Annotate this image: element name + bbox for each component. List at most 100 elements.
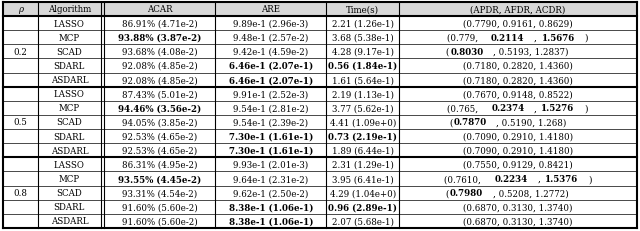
Text: ACAR: ACAR — [147, 6, 173, 14]
Text: (0.7090, 0.2910, 1.4180): (0.7090, 0.2910, 1.4180) — [463, 146, 573, 155]
Text: 4.29 (1.04e+0): 4.29 (1.04e+0) — [330, 188, 396, 197]
Text: 0.8030: 0.8030 — [450, 48, 483, 57]
Text: SDARL: SDARL — [54, 202, 85, 211]
Text: 2.31 (1.29e-1): 2.31 (1.29e-1) — [332, 160, 394, 169]
Text: ARE: ARE — [261, 6, 280, 14]
Text: 0.56 (1.84e-1): 0.56 (1.84e-1) — [328, 62, 397, 71]
Text: LASSO: LASSO — [54, 19, 85, 28]
Text: (0.7790, 0.9161, 0.8629): (0.7790, 0.9161, 0.8629) — [463, 19, 573, 28]
Text: (: ( — [446, 48, 449, 57]
Text: 0.7870: 0.7870 — [454, 118, 486, 127]
Text: 91.60% (5.60e-2): 91.60% (5.60e-2) — [122, 216, 198, 225]
Text: ASDARL: ASDARL — [51, 216, 88, 225]
Text: Time(s): Time(s) — [346, 6, 380, 14]
Text: 1.61 (5.64e-1): 1.61 (5.64e-1) — [332, 76, 394, 85]
Text: 7.30e-1 (1.61e-1): 7.30e-1 (1.61e-1) — [228, 132, 313, 141]
Text: 92.08% (4.85e-2): 92.08% (4.85e-2) — [122, 76, 198, 85]
Text: LASSO: LASSO — [54, 160, 85, 169]
Text: 92.53% (4.65e-2): 92.53% (4.65e-2) — [122, 146, 198, 155]
Text: 8.38e-1 (1.06e-1): 8.38e-1 (1.06e-1) — [228, 202, 313, 211]
Text: SDARL: SDARL — [54, 132, 85, 141]
Text: ): ) — [588, 174, 591, 183]
Text: 0.7980: 0.7980 — [450, 188, 483, 197]
Text: (0.7180, 0.2820, 1.4360): (0.7180, 0.2820, 1.4360) — [463, 76, 573, 85]
Text: 1.5376: 1.5376 — [545, 174, 579, 183]
Text: 2.19 (1.13e-1): 2.19 (1.13e-1) — [332, 90, 394, 99]
Text: 0.2374: 0.2374 — [491, 104, 524, 113]
Text: (: ( — [449, 118, 452, 127]
Text: , 0.5193, 1.2837): , 0.5193, 1.2837) — [493, 48, 568, 57]
Text: MCP: MCP — [59, 104, 80, 113]
Text: 0.2: 0.2 — [13, 48, 28, 57]
Text: 93.55% (4.45e-2): 93.55% (4.45e-2) — [118, 174, 202, 183]
Text: 6.46e-1 (2.07e-1): 6.46e-1 (2.07e-1) — [228, 76, 313, 85]
Text: 94.46% (3.56e-2): 94.46% (3.56e-2) — [118, 104, 202, 113]
Text: 1.89 (6.44e-1): 1.89 (6.44e-1) — [332, 146, 394, 155]
Text: 93.88% (3.87e-2): 93.88% (3.87e-2) — [118, 33, 202, 43]
Text: 0.5: 0.5 — [13, 118, 28, 127]
Text: 93.31% (4.54e-2): 93.31% (4.54e-2) — [122, 188, 198, 197]
Text: (APDR, AFDR, ACDR): (APDR, AFDR, ACDR) — [470, 6, 566, 14]
Text: 1.5276: 1.5276 — [541, 104, 575, 113]
Text: (0.6870, 0.3130, 1.3740): (0.6870, 0.3130, 1.3740) — [463, 202, 573, 211]
Text: (0.7550, 0.9129, 0.8421): (0.7550, 0.9129, 0.8421) — [463, 160, 573, 169]
Text: 9.64e-1 (2.31e-2): 9.64e-1 (2.31e-2) — [233, 174, 308, 183]
Text: 9.89e-1 (2.96e-3): 9.89e-1 (2.96e-3) — [233, 19, 308, 28]
Text: ,: , — [534, 33, 540, 43]
Text: (0.6870, 0.3130, 1.3740): (0.6870, 0.3130, 1.3740) — [463, 216, 573, 225]
Text: (0.7180, 0.2820, 1.4360): (0.7180, 0.2820, 1.4360) — [463, 62, 573, 71]
Text: ASDARL: ASDARL — [51, 146, 88, 155]
Text: (: ( — [445, 188, 449, 197]
Text: 3.77 (5.62e-1): 3.77 (5.62e-1) — [332, 104, 394, 113]
Text: 0.2234: 0.2234 — [495, 174, 528, 183]
Text: (0.765,: (0.765, — [447, 104, 481, 113]
Text: 86.31% (4.95e-2): 86.31% (4.95e-2) — [122, 160, 198, 169]
Text: LASSO: LASSO — [54, 90, 85, 99]
Text: 4.41 (1.09e+0): 4.41 (1.09e+0) — [330, 118, 396, 127]
Text: 9.93e-1 (2.01e-3): 9.93e-1 (2.01e-3) — [233, 160, 308, 169]
Text: 8.38e-1 (1.06e-1): 8.38e-1 (1.06e-1) — [228, 216, 313, 225]
Text: SCAD: SCAD — [56, 48, 83, 57]
Text: MCP: MCP — [59, 33, 80, 43]
Text: 2.07 (5.68e-1): 2.07 (5.68e-1) — [332, 216, 394, 225]
Text: SDARL: SDARL — [54, 62, 85, 71]
Text: 9.91e-1 (2.52e-3): 9.91e-1 (2.52e-3) — [233, 90, 308, 99]
Text: ASDARL: ASDARL — [51, 76, 88, 85]
Text: 9.48e-1 (2.57e-2): 9.48e-1 (2.57e-2) — [233, 33, 308, 43]
Text: 0.8: 0.8 — [13, 188, 28, 197]
Text: ,: , — [538, 174, 543, 183]
Bar — [3, 3, 637, 17]
Text: 92.08% (4.85e-2): 92.08% (4.85e-2) — [122, 62, 198, 71]
Text: 93.68% (4.08e-2): 93.68% (4.08e-2) — [122, 48, 198, 57]
Text: SCAD: SCAD — [56, 188, 83, 197]
Text: 6.46e-1 (2.07e-1): 6.46e-1 (2.07e-1) — [228, 62, 313, 71]
Text: 0.2114: 0.2114 — [491, 33, 525, 43]
Text: (0.779,: (0.779, — [447, 33, 481, 43]
Text: Algorithm: Algorithm — [48, 6, 91, 14]
Text: MCP: MCP — [59, 174, 80, 183]
Text: ,: , — [534, 104, 540, 113]
Text: ): ) — [584, 33, 588, 43]
Text: , 0.5208, 1.2772): , 0.5208, 1.2772) — [493, 188, 568, 197]
Text: 9.54e-1 (2.81e-2): 9.54e-1 (2.81e-2) — [233, 104, 308, 113]
Text: (0.7090, 0.2910, 1.4180): (0.7090, 0.2910, 1.4180) — [463, 132, 573, 141]
Text: 86.91% (4.71e-2): 86.91% (4.71e-2) — [122, 19, 198, 28]
Text: SCAD: SCAD — [56, 118, 83, 127]
Text: ρ: ρ — [18, 6, 23, 14]
Text: 87.43% (5.01e-2): 87.43% (5.01e-2) — [122, 90, 198, 99]
Text: 92.53% (4.65e-2): 92.53% (4.65e-2) — [122, 132, 198, 141]
Text: 9.42e-1 (4.59e-2): 9.42e-1 (4.59e-2) — [233, 48, 308, 57]
Text: , 0.5190, 1.268): , 0.5190, 1.268) — [497, 118, 567, 127]
Text: 9.62e-1 (2.50e-2): 9.62e-1 (2.50e-2) — [233, 188, 308, 197]
Text: 0.73 (2.19e-1): 0.73 (2.19e-1) — [328, 132, 397, 141]
Text: 7.30e-1 (1.61e-1): 7.30e-1 (1.61e-1) — [228, 146, 313, 155]
Text: 9.54e-1 (2.39e-2): 9.54e-1 (2.39e-2) — [234, 118, 308, 127]
Text: (0.7610,: (0.7610, — [444, 174, 483, 183]
Text: 1.5676: 1.5676 — [541, 33, 575, 43]
Text: (0.7670, 0.9148, 0.8522): (0.7670, 0.9148, 0.8522) — [463, 90, 573, 99]
Text: 91.60% (5.60e-2): 91.60% (5.60e-2) — [122, 202, 198, 211]
Text: ): ) — [584, 104, 588, 113]
Text: 3.68 (5.38e-1): 3.68 (5.38e-1) — [332, 33, 394, 43]
Text: 0.96 (2.89e-1): 0.96 (2.89e-1) — [328, 202, 397, 211]
Text: 2.21 (1.26e-1): 2.21 (1.26e-1) — [332, 19, 394, 28]
